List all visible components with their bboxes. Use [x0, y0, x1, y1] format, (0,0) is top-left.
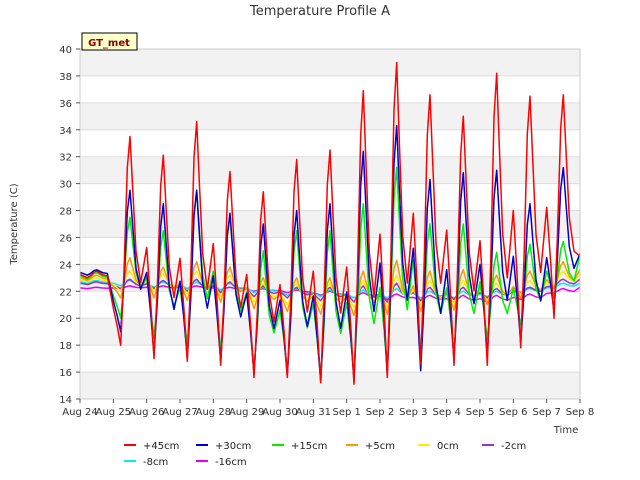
- legend-label: -8cm: [143, 457, 168, 468]
- y-axis-ticks: 14 16 18 20 22 24 26 28 30 32 34 36 38 40: [59, 45, 80, 406]
- legend-item: +15cm: [272, 441, 327, 452]
- x-tick-label: Sep 8: [566, 407, 594, 418]
- x-tick-label: Sep 6: [499, 407, 527, 418]
- badge-label: GT_met: [88, 38, 130, 49]
- legend-item: -16cm: [196, 457, 247, 468]
- x-tick-label: Aug 28: [196, 407, 231, 418]
- y-axis-label: Temperature (C): [9, 183, 20, 265]
- legend-item: +30cm: [196, 441, 251, 452]
- legend-label: +5cm: [365, 441, 395, 452]
- series-line-2cm: [79, 278, 581, 303]
- y-tick-label: 28: [59, 207, 72, 218]
- legend-label: +30cm: [215, 441, 251, 452]
- series-line-30cm: [79, 124, 581, 383]
- series-line-45cm: [79, 61, 581, 385]
- x-tick-label: Aug 26: [129, 407, 164, 418]
- x-tick-label: Aug 31: [296, 407, 331, 418]
- x-tick-label: Sep 3: [399, 407, 427, 418]
- legend-label: -2cm: [501, 441, 526, 452]
- legend-label: +15cm: [291, 441, 327, 452]
- legend-item: 0cm: [418, 441, 459, 452]
- legend-label: -16cm: [215, 457, 247, 468]
- x-tick-label: Sep 7: [532, 407, 560, 418]
- y-tick-label: 24: [59, 260, 72, 271]
- legend-label: 0cm: [437, 441, 459, 452]
- y-tick-label: 36: [59, 99, 72, 110]
- y-tick-label: 40: [59, 45, 72, 56]
- legend-item: -8cm: [124, 457, 168, 468]
- plot-band: [80, 102, 580, 130]
- x-tick-label: Aug 29: [229, 407, 264, 418]
- x-axis-label: Time: [553, 425, 578, 436]
- series-line-16cm: [79, 285, 581, 303]
- y-tick-label: 32: [59, 153, 72, 164]
- x-tick-label: Aug 27: [162, 407, 197, 418]
- x-tick-label: Aug 30: [262, 407, 297, 418]
- badge-box: [81, 32, 138, 51]
- series-line-0cm: [79, 270, 581, 309]
- x-tick-label: Sep 2: [366, 407, 394, 418]
- plot-border: [79, 48, 581, 400]
- series-line-5cm: [79, 256, 581, 317]
- chart-title: Temperature Profile A: [249, 4, 390, 19]
- plot-band: [80, 372, 580, 399]
- legend-item: -2cm: [482, 441, 526, 452]
- plot-frame: [79, 48, 581, 400]
- x-tick-label: Sep 5: [466, 407, 494, 418]
- legend-item: +5cm: [346, 441, 395, 452]
- x-tick-label: Sep 1: [332, 407, 360, 418]
- y-tick-label: 38: [59, 72, 72, 83]
- y-tick-label: 20: [59, 314, 72, 325]
- x-tick-label: Sep 4: [432, 407, 460, 418]
- legend-label: +45cm: [143, 441, 179, 452]
- y-tick-label: 22: [59, 287, 72, 298]
- x-tick-label: Aug 25: [96, 407, 131, 418]
- gt-met-badge: GT_met: [81, 32, 138, 51]
- y-tick-label: 30: [59, 180, 72, 191]
- series-layer: [79, 61, 581, 385]
- y-tick-label: 26: [59, 233, 72, 244]
- legend-item: +45cm: [124, 441, 179, 452]
- y-tick-label: 18: [59, 341, 72, 352]
- series-line-15cm: [79, 166, 581, 379]
- x-tick-label: Aug 24: [62, 407, 97, 418]
- y-tick-label: 34: [59, 126, 72, 137]
- y-tick-label: 16: [59, 368, 72, 379]
- plot-band: [80, 318, 580, 346]
- series-line-8cm: [79, 279, 581, 299]
- y-tick-label: 14: [59, 395, 72, 406]
- legend: +45cm +30cm +15cm +5cm 0cm -2cm -8cm -16cm: [124, 441, 526, 468]
- plot-band: [80, 49, 580, 76]
